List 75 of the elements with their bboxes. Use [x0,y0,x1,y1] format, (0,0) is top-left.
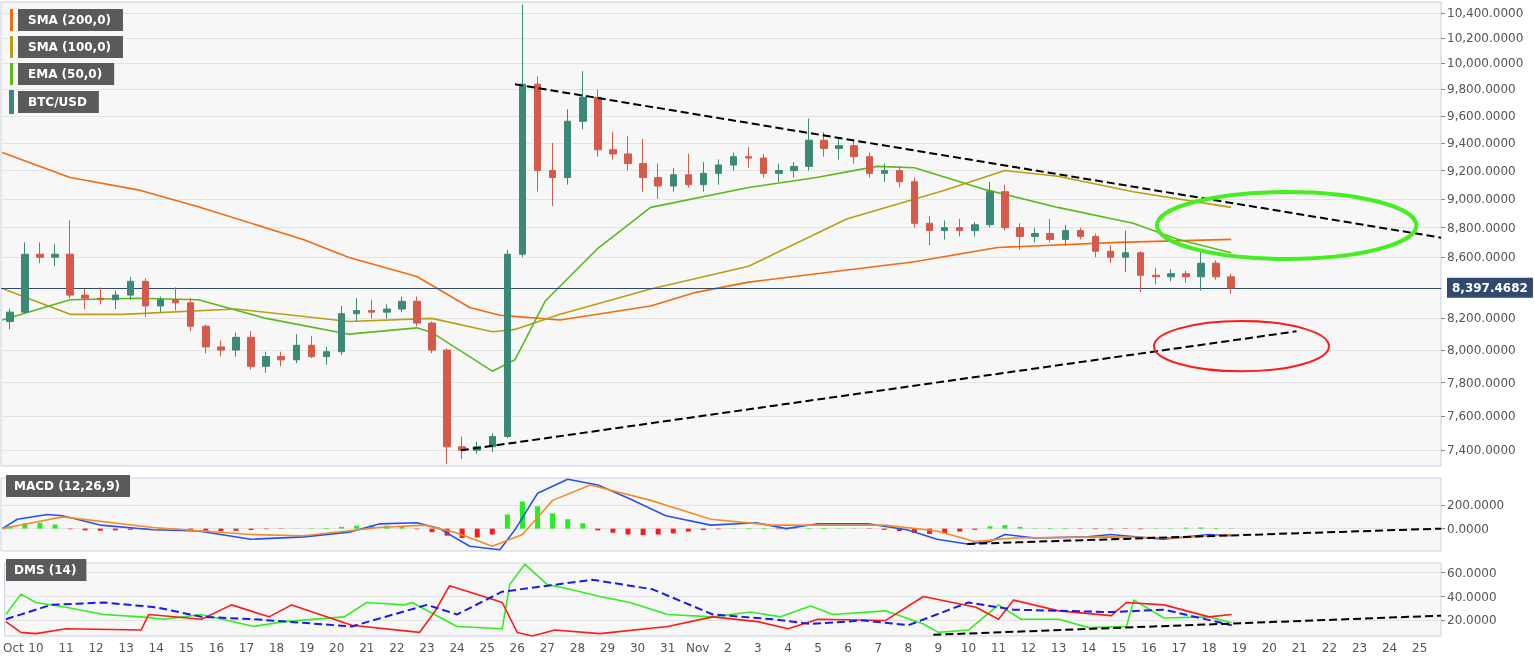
x-tick-label: 11 [990,641,1007,655]
x-tick-label: 9 [934,641,943,655]
x-tick-label: 26 [509,641,525,655]
y-tick-label: 20.0000 [1447,613,1497,628]
x-tick-label: 24 [1381,641,1398,655]
x-tick-label: 23 [419,641,435,655]
y-tick-label: 7,600.0000 [1447,409,1516,424]
y-tick-label: 0.0000 [1447,521,1489,536]
y-tick-label: 8,600.0000 [1447,250,1516,265]
x-tick-label: 7 [874,641,883,655]
x-tick-label: 23 [1351,641,1368,655]
x-tick-label: 22 [1321,641,1338,655]
y-tick-label: 7,400.0000 [1447,443,1516,458]
x-tick-label: 29 [599,641,616,655]
y-tick-label: 9,000.0000 [1447,191,1516,206]
legend-label: SMA (200,0) [28,13,111,27]
x-tick-label: 10 [960,641,977,655]
y-tick-label: 9,800.0000 [1447,82,1516,97]
x-tick-label: 12 [1020,641,1037,655]
x-tick-label: 15 [178,641,194,655]
x-tick-label: 28 [569,641,586,655]
x-tick-label: 18 [268,641,285,655]
x-tick-label: 21 [359,641,375,655]
x-tick-label: 14 [148,641,164,655]
x-tick-label: 15 [1111,641,1127,655]
x-tick-label: 4 [784,641,792,655]
x-tick-label: 10 [28,641,44,655]
legend-label: BTC/USD [28,95,87,109]
x-tick-label: 21 [1291,641,1308,655]
y-tick-label: 9,200.0000 [1447,163,1516,178]
x-tick-label: 2 [723,641,732,655]
x-tick-label: 13 [1051,641,1067,655]
x-tick-label: 16 [1141,641,1157,655]
x-tick-label: 27 [539,641,555,655]
x-tick-label: 31 [660,641,676,655]
x-tick-label: 11 [58,641,74,655]
y-tick-label: 7,800.0000 [1447,375,1516,390]
x-tick-label: 24 [449,641,465,655]
legend-label: EMA (50,0) [28,67,103,81]
x-tick-label: 5 [814,641,822,655]
x-tick-label: Oct [3,641,25,655]
x-tick-label: 20 [1261,641,1277,655]
x-tick-label: 22 [389,641,405,655]
y-tick-label: 8,000.0000 [1447,343,1516,358]
ref-line-label: 8,397.4682 [1452,280,1528,295]
x-tick-label: 25 [1412,641,1428,655]
y-tick-label: 8,800.0000 [1447,220,1516,235]
y-tick-label: 200.0000 [1447,498,1505,513]
y-tick-label: 9,400.0000 [1447,135,1516,150]
x-tick-label: 17 [238,641,255,655]
y-tick-label: 9,600.0000 [1447,108,1516,123]
x-tick-label: 12 [88,641,104,655]
legend-label: SMA (100,0) [28,40,111,54]
x-tick-label: 25 [479,641,495,655]
x-tick-label: 19 [1231,641,1247,655]
x-tick-label: 17 [1171,641,1187,655]
y-tick-label: 10,000.0000 [1447,56,1524,71]
chart-title: DMS (14) [14,563,77,577]
x-tick-label: 20 [329,641,345,655]
x-tick-label: 18 [1201,641,1217,655]
y-tick-label: 60.0000 [1447,565,1497,580]
x-tick-label: 14 [1081,641,1097,655]
x-tick-label: Nov [686,641,710,655]
y-tick-label: 10,200.0000 [1447,31,1524,46]
x-tick-label: 13 [118,641,134,655]
y-tick-label: 8,200.0000 [1447,311,1516,326]
y-tick-label: 40.0000 [1447,589,1497,604]
x-tick-label: 19 [299,641,315,655]
x-tick-label: 8 [904,641,913,655]
chart-title: MACD (12,26,9) [14,479,121,493]
y-tick-label: 10,400.0000 [1447,6,1524,21]
x-tick-label: 3 [754,641,762,655]
x-tick-label: 6 [844,641,852,655]
x-tick-label: 30 [629,641,646,655]
x-tick-label: 16 [208,641,225,655]
